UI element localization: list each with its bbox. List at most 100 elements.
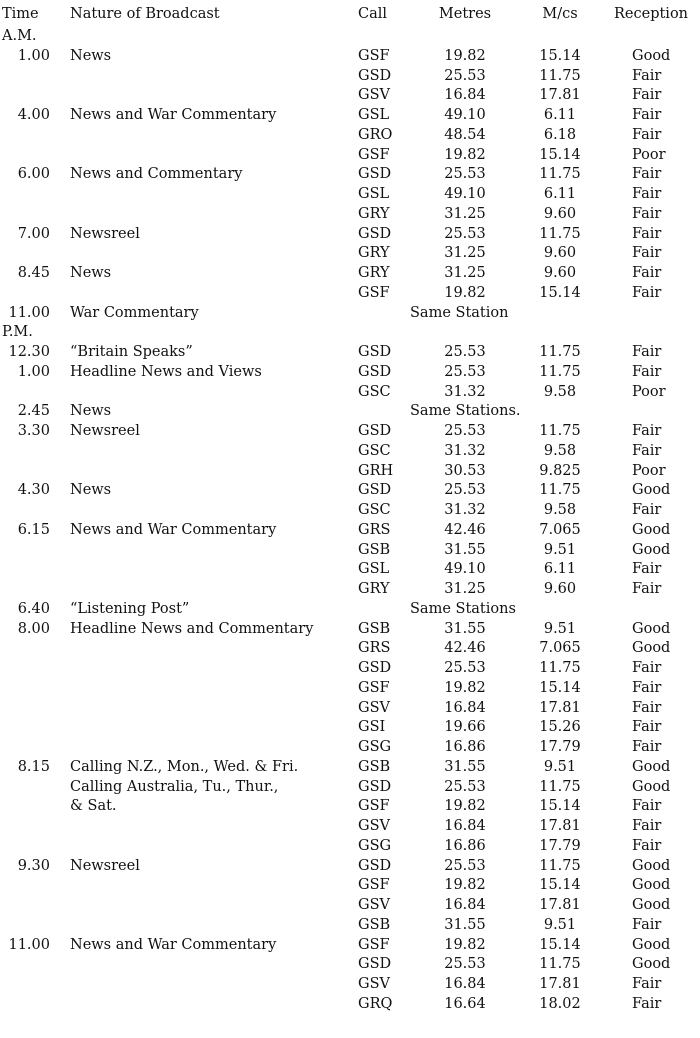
cell-metres: 19.82 xyxy=(444,679,486,696)
cell-mcs: 9.58 xyxy=(543,383,577,400)
table-row: GRY 31.25 9.60 Fair xyxy=(0,579,700,599)
cell-call: GRQ xyxy=(358,995,393,1012)
cell-metres: 25.53 xyxy=(444,482,486,499)
cell-metres: 25.53 xyxy=(444,166,486,183)
cell-mcs: 15.14 xyxy=(539,936,581,953)
section-label-row: A.M. xyxy=(0,26,700,46)
cell-note: Same Stations xyxy=(410,600,516,617)
cell-mcs: 9.825 xyxy=(539,462,581,479)
cell-nature: News xyxy=(70,403,112,420)
cell-mcs: 11.75 xyxy=(539,956,581,973)
cell-mcs: 17.81 xyxy=(539,976,581,992)
cell-call: GSD xyxy=(358,67,392,84)
cell-metres: 31.32 xyxy=(444,383,486,400)
cell-mcs: 11.75 xyxy=(539,166,581,183)
cell-reception: Good xyxy=(632,47,671,64)
cell-mcs: 7.065 xyxy=(539,640,581,657)
cell-metres: 19.82 xyxy=(444,877,486,894)
cell-reception: Fair xyxy=(632,245,662,262)
table-row: GSF 19.82 15.14 Poor xyxy=(0,145,700,165)
table-row: 4.30 News GSD 25.53 11.75 Good xyxy=(0,480,700,500)
cell-reception: Good xyxy=(632,877,671,894)
cell-call: GRH xyxy=(358,462,394,479)
cell-time: 1.00 xyxy=(17,47,50,64)
table-row: 8.15 Calling N.Z., Mon., Wed. & Fri. GSB 31… xyxy=(0,757,700,777)
table-row: GRQ 16.64 18.02 Fair xyxy=(0,994,700,1014)
cell-metres: 25.53 xyxy=(444,344,486,360)
cell-metres: 31.55 xyxy=(444,541,486,558)
cell-reception: Fair xyxy=(632,995,662,1012)
cell-call: GSI xyxy=(358,719,386,736)
table-row: GRH 30.53 9.825 Poor xyxy=(0,461,700,481)
cell-reception: Fair xyxy=(632,679,662,696)
cell-reception: Good xyxy=(632,897,671,913)
cell-metres: 31.32 xyxy=(444,442,486,459)
cell-nature: News and War Commentary xyxy=(70,521,277,538)
cell-metres: 49.10 xyxy=(444,107,486,123)
cell-mcs: 15.14 xyxy=(539,798,581,815)
cell-reception: Fair xyxy=(632,818,662,834)
table-row: 8.00 Headline News and Commentary GSB 31.55… xyxy=(0,619,700,639)
cell-time: 8.00 xyxy=(17,620,50,637)
cell-mcs: 6.11 xyxy=(543,186,577,202)
cell-metres: 16.84 xyxy=(444,976,486,992)
cell-metres: 31.55 xyxy=(444,758,486,775)
cell-call: GRY xyxy=(358,245,390,262)
cell-reception: Fair xyxy=(632,502,662,518)
cell-nature: News and War Commentary xyxy=(70,936,277,953)
cell-mcs: 11.75 xyxy=(539,778,581,795)
table-row: 4.00 News and War Commentary GSL 49.10 6.11 F… xyxy=(0,105,700,125)
cell-metres: 19.82 xyxy=(444,146,486,163)
table-row: & Sat. GSF 19.82 15.14 Fair xyxy=(0,796,700,816)
cell-time: 11.00 xyxy=(8,304,50,321)
cell-call: GSB xyxy=(358,620,391,637)
cell-metres: 16.86 xyxy=(444,739,486,755)
table-row: GSD 25.53 11.75 Fair xyxy=(0,658,700,678)
cell-mcs: 9.60 xyxy=(543,245,577,262)
cell-nature: News xyxy=(70,47,112,64)
cell-metres: 42.46 xyxy=(444,640,486,657)
cell-metres: 31.25 xyxy=(444,265,486,281)
table-row: GSF 19.82 15.14 Fair xyxy=(0,678,700,698)
cell-reception: Poor xyxy=(632,462,666,479)
table-row: 11.00 War Commentary Same Station xyxy=(0,303,700,323)
cell-mcs: 9.60 xyxy=(543,205,577,222)
cell-time: 6.40 xyxy=(17,600,50,617)
cell-reception: Fair xyxy=(632,719,662,736)
cell-reception: Good xyxy=(632,620,671,637)
cell-call: GRY xyxy=(358,265,390,281)
table-row: 2.45 News Same Stations. xyxy=(0,401,700,421)
cell-call: GSV xyxy=(358,818,390,834)
cell-note: Same Stations. xyxy=(410,403,521,420)
cell-call: GSF xyxy=(358,284,390,301)
cell-reception: Fair xyxy=(632,976,662,992)
cell-call: GSF xyxy=(358,47,390,64)
cell-call: GSF xyxy=(358,798,390,815)
header-mcs: M/cs xyxy=(542,6,578,22)
cell-mcs: 18.02 xyxy=(539,995,581,1012)
cell-call: GRS xyxy=(358,521,391,538)
table-row: GSB 31.55 9.51 Good xyxy=(0,540,700,560)
table-row: 1.00 Headline News and Views GSD 25.53 11.75… xyxy=(0,362,700,382)
cell-nature: Newsreel xyxy=(70,857,140,874)
section-label: A.M. xyxy=(2,28,37,44)
cell-call: GSV xyxy=(358,87,390,104)
cell-metres: 31.25 xyxy=(444,205,486,222)
table-header: Time Nature of Broadcast Call Metres M/c… xyxy=(0,4,700,24)
cell-time: 3.30 xyxy=(17,423,50,439)
header-time: Time xyxy=(2,6,39,22)
cell-call: GSD xyxy=(358,225,392,242)
table-row: GSL 49.10 6.11 Fair xyxy=(0,559,700,579)
cell-reception: Fair xyxy=(632,739,662,755)
cell-nature: News and War Commentary xyxy=(70,107,277,123)
cell-nature: Newsreel xyxy=(70,225,140,242)
cell-time: 7.00 xyxy=(17,225,50,242)
table-row: GSB 31.55 9.51 Fair xyxy=(0,915,700,935)
cell-time: 12.30 xyxy=(8,344,50,360)
cell-call: GSG xyxy=(358,739,392,755)
cell-call: GSL xyxy=(358,561,390,578)
table-row: 12.30 “Britain Speaks” GSD 25.53 11.75 Fair xyxy=(0,342,700,362)
table-row: GSL 49.10 6.11 Fair xyxy=(0,184,700,204)
cell-call: GSB xyxy=(358,916,391,933)
cell-reception: Good xyxy=(632,857,671,874)
